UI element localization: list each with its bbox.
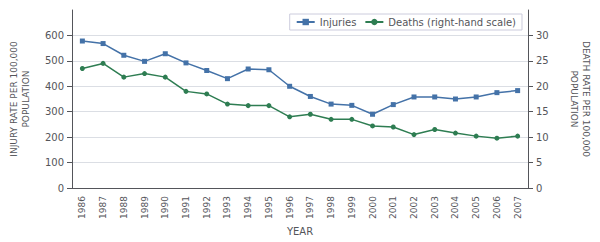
svg-text:1990: 1990 [160,196,170,219]
svg-text:600: 600 [45,30,64,41]
svg-text:POPULATION: POPULATION [569,70,579,127]
svg-text:2000: 2000 [368,196,378,219]
svg-text:30: 30 [536,30,549,41]
svg-text:0: 0 [58,183,64,194]
svg-text:15: 15 [536,106,549,117]
svg-text:YEAR: YEAR [286,226,313,237]
svg-text:500: 500 [45,55,64,66]
svg-text:2003: 2003 [430,196,440,219]
svg-text:POPULATION: POPULATION [21,70,31,127]
svg-text:2005: 2005 [471,196,481,219]
svg-text:1989: 1989 [140,196,150,219]
svg-text:Injuries: Injuries [320,17,357,28]
svg-text:25: 25 [536,55,549,66]
svg-text:1991: 1991 [181,196,191,219]
svg-text:0: 0 [536,183,542,194]
svg-text:1999: 1999 [347,196,357,219]
svg-text:1997: 1997 [305,196,315,219]
svg-text:400: 400 [45,81,64,92]
svg-text:1988: 1988 [119,196,129,219]
svg-text:2004: 2004 [450,196,460,219]
svg-text:DEATH RATE PER 100,000: DEATH RATE PER 100,000 [581,41,591,157]
svg-text:2002: 2002 [409,196,419,219]
svg-text:2006: 2006 [492,196,502,219]
svg-text:10: 10 [536,132,549,143]
svg-text:20: 20 [536,81,549,92]
svg-text:300: 300 [45,106,64,117]
svg-text:Deaths (right-hand scale): Deaths (right-hand scale) [388,17,516,28]
svg-text:1994: 1994 [243,196,253,219]
svg-text:5: 5 [536,157,542,168]
svg-text:1992: 1992 [202,196,212,219]
svg-text:1987: 1987 [98,196,108,219]
svg-text:1998: 1998 [326,196,336,219]
svg-text:1986: 1986 [77,196,87,219]
svg-text:100: 100 [45,157,64,168]
svg-text:2007: 2007 [513,196,523,219]
svg-text:1996: 1996 [285,196,295,219]
svg-text:1993: 1993 [222,196,232,219]
svg-text:2001: 2001 [388,196,398,219]
svg-text:INJURY RATE PER 100,000: INJURY RATE PER 100,000 [9,41,19,157]
svg-text:200: 200 [45,132,64,143]
svg-text:1995: 1995 [264,196,274,219]
